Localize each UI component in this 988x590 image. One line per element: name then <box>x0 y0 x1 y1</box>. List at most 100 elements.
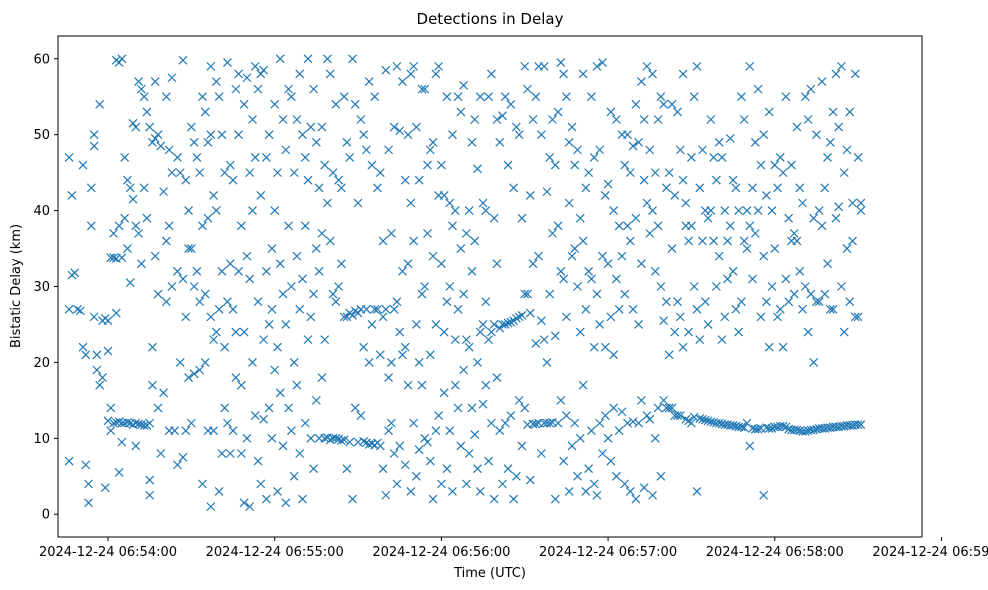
detection-point <box>517 213 527 223</box>
detection-point <box>189 282 199 291</box>
detection-point <box>448 221 457 231</box>
detection-point <box>734 327 744 337</box>
detection-point <box>184 373 193 383</box>
detection-point <box>320 433 330 443</box>
detection-point <box>478 399 488 409</box>
detection-point <box>656 282 666 291</box>
detection-point <box>681 414 691 424</box>
detection-point <box>828 304 838 314</box>
detection-point <box>398 77 407 86</box>
detection-point <box>736 422 746 432</box>
detection-point <box>461 228 471 238</box>
x-axis: 2024-12-24 06:54:00 2024-12-24 06:55:00 20… <box>39 537 988 560</box>
detection-point <box>814 297 824 307</box>
detection-point <box>784 297 794 307</box>
y-tick-label: 50 <box>33 128 50 143</box>
detection-point <box>198 221 207 231</box>
detection-point <box>445 426 455 436</box>
detection-point <box>325 435 335 445</box>
detection-point <box>348 54 357 64</box>
detection-point <box>809 425 819 435</box>
detection-point <box>156 449 166 458</box>
detection-point <box>559 69 569 79</box>
detection-point <box>123 175 132 185</box>
detection-point <box>817 77 827 86</box>
detection-point <box>809 357 819 367</box>
detection-point <box>578 69 588 79</box>
detection-point <box>570 418 580 428</box>
detection-point <box>428 251 438 261</box>
detection-point <box>345 437 355 447</box>
detection-point <box>414 175 424 185</box>
detection-point <box>623 418 632 428</box>
detection-point <box>359 130 369 140</box>
detection-point <box>448 130 457 140</box>
detection-point <box>278 441 288 451</box>
detection-point <box>106 426 116 436</box>
detection-point <box>798 198 807 208</box>
detection-point <box>470 236 480 246</box>
detection-point <box>236 380 246 390</box>
detection-point <box>167 73 177 83</box>
detection-point <box>273 168 282 178</box>
detection-point <box>581 487 591 496</box>
detection-point <box>698 145 707 155</box>
detection-point <box>603 433 613 443</box>
detection-point <box>217 449 227 458</box>
detection-point <box>575 433 585 443</box>
detection-point <box>206 502 216 512</box>
detection-point <box>459 365 469 375</box>
detection-point <box>481 380 491 390</box>
detection-point <box>231 84 241 94</box>
detection-point <box>139 183 149 193</box>
detection-point <box>739 115 749 124</box>
detection-point <box>411 122 421 132</box>
detection-point <box>423 437 432 447</box>
detection-point <box>395 441 405 451</box>
detection-point <box>725 221 735 231</box>
detection-point <box>134 228 143 238</box>
detection-point <box>673 107 682 117</box>
detection-point <box>153 403 163 413</box>
detection-point <box>350 403 360 413</box>
detection-point <box>848 198 857 208</box>
detection-point <box>278 115 288 124</box>
detection-point <box>292 115 302 124</box>
detection-point <box>756 160 766 170</box>
detection-point <box>167 282 177 291</box>
detection-point <box>845 297 855 307</box>
detection-point <box>606 107 616 117</box>
detection-point <box>109 253 118 263</box>
detection-point <box>359 436 369 446</box>
detection-point <box>814 206 824 216</box>
detection-point <box>348 310 357 320</box>
plot-area <box>57 35 923 538</box>
x-tick-label: 2024-12-24 06:59:00 <box>872 545 988 560</box>
detection-point <box>345 153 355 162</box>
detection-point <box>517 441 527 451</box>
detection-point <box>545 418 555 428</box>
detection-point <box>642 61 652 71</box>
detection-point <box>531 419 541 429</box>
detection-point <box>186 418 196 428</box>
detection-point <box>256 190 266 200</box>
detection-point <box>253 297 263 307</box>
detection-point <box>234 266 244 276</box>
detection-point <box>375 350 385 360</box>
detection-point <box>492 259 502 269</box>
detection-point <box>217 266 227 276</box>
detection-point <box>75 306 85 316</box>
detection-point <box>611 274 621 284</box>
detection-point <box>539 61 549 71</box>
detection-point <box>256 479 266 489</box>
detection-point <box>578 380 588 390</box>
detection-point <box>703 416 713 426</box>
detection-point <box>767 282 777 291</box>
detection-point <box>642 411 652 420</box>
detection-point <box>631 99 641 109</box>
detection-point <box>586 426 596 436</box>
detection-point <box>159 187 168 197</box>
detection-point <box>173 460 182 470</box>
detection-point <box>234 130 244 140</box>
detection-point <box>473 164 482 174</box>
